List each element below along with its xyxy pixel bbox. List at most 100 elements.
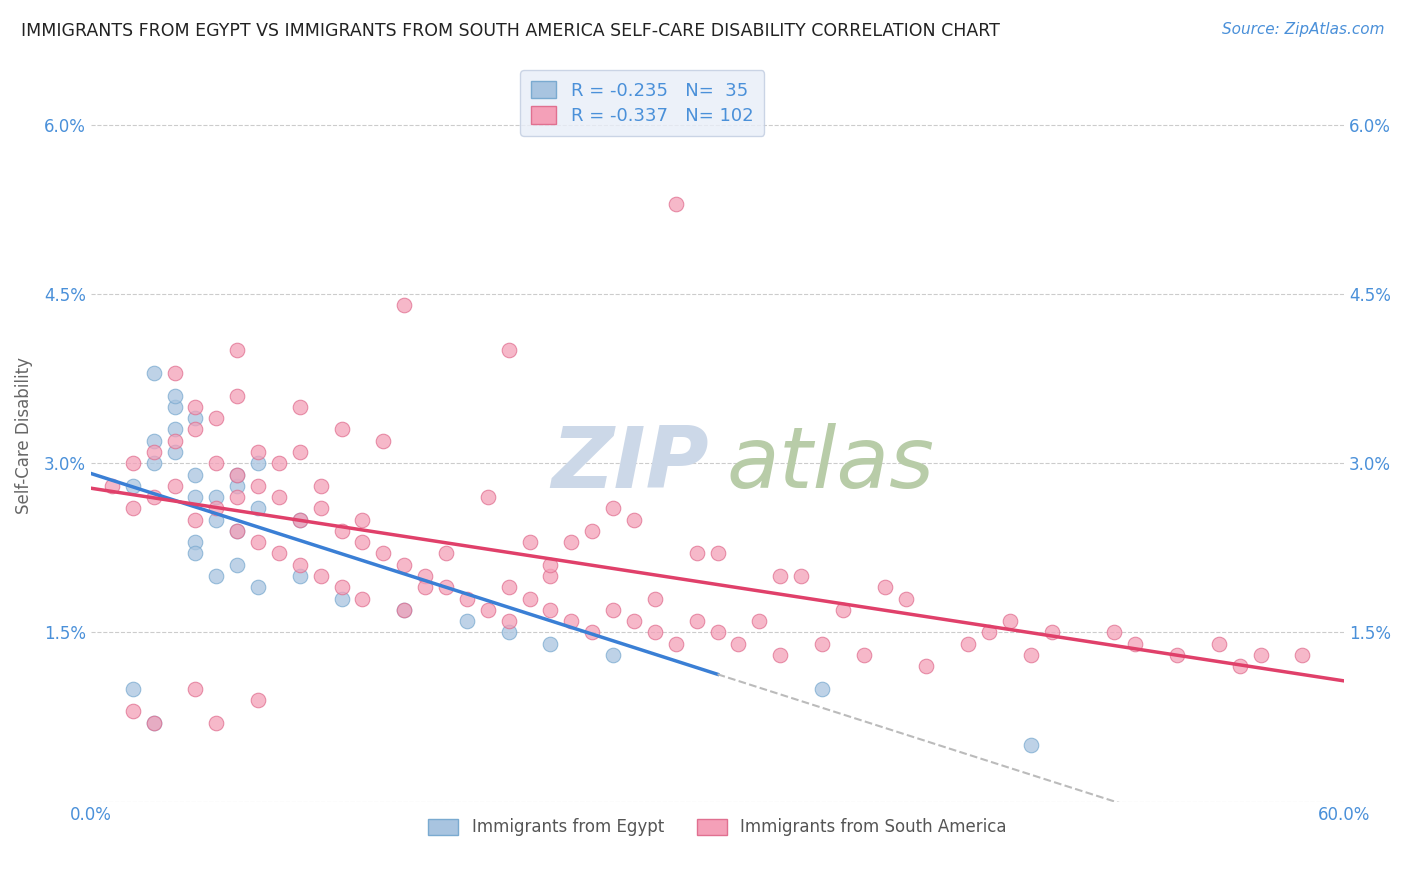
- Point: [226, 388, 249, 402]
- Point: [267, 546, 290, 560]
- Point: [205, 569, 228, 583]
- Point: [665, 197, 688, 211]
- Point: [121, 681, 143, 696]
- Point: [121, 704, 143, 718]
- Point: [477, 490, 499, 504]
- Legend: Immigrants from Egypt, Immigrants from South America: Immigrants from Egypt, Immigrants from S…: [420, 810, 1015, 845]
- Point: [163, 445, 186, 459]
- Text: atlas: atlas: [727, 423, 935, 506]
- Point: [1291, 648, 1313, 662]
- Point: [373, 546, 395, 560]
- Point: [163, 400, 186, 414]
- Point: [184, 490, 207, 504]
- Point: [602, 648, 624, 662]
- Point: [247, 535, 270, 549]
- Point: [394, 558, 416, 572]
- Point: [226, 467, 249, 482]
- Point: [560, 614, 582, 628]
- Point: [873, 580, 896, 594]
- Point: [247, 479, 270, 493]
- Point: [101, 479, 124, 493]
- Point: [352, 591, 374, 606]
- Point: [226, 467, 249, 482]
- Point: [226, 524, 249, 538]
- Point: [121, 456, 143, 470]
- Point: [831, 603, 853, 617]
- Point: [288, 400, 311, 414]
- Point: [1040, 625, 1063, 640]
- Y-axis label: Self-Care Disability: Self-Care Disability: [15, 357, 32, 514]
- Point: [184, 400, 207, 414]
- Point: [184, 513, 207, 527]
- Point: [330, 580, 353, 594]
- Point: [184, 411, 207, 425]
- Point: [205, 513, 228, 527]
- Point: [184, 546, 207, 560]
- Point: [456, 614, 478, 628]
- Point: [184, 535, 207, 549]
- Point: [288, 513, 311, 527]
- Point: [142, 445, 165, 459]
- Point: [602, 603, 624, 617]
- Point: [852, 648, 875, 662]
- Point: [665, 637, 688, 651]
- Point: [247, 580, 270, 594]
- Point: [226, 490, 249, 504]
- Point: [977, 625, 1000, 640]
- Point: [288, 513, 311, 527]
- Point: [352, 513, 374, 527]
- Point: [540, 603, 562, 617]
- Point: [456, 591, 478, 606]
- Point: [247, 693, 270, 707]
- Point: [247, 501, 270, 516]
- Point: [413, 580, 436, 594]
- Point: [163, 422, 186, 436]
- Point: [644, 591, 666, 606]
- Point: [790, 569, 813, 583]
- Point: [1104, 625, 1126, 640]
- Point: [226, 479, 249, 493]
- Point: [226, 558, 249, 572]
- Point: [121, 501, 143, 516]
- Point: [915, 659, 938, 673]
- Point: [205, 501, 228, 516]
- Point: [477, 603, 499, 617]
- Text: IMMIGRANTS FROM EGYPT VS IMMIGRANTS FROM SOUTH AMERICA SELF-CARE DISABILITY CORR: IMMIGRANTS FROM EGYPT VS IMMIGRANTS FROM…: [21, 22, 1000, 40]
- Point: [352, 535, 374, 549]
- Point: [142, 434, 165, 448]
- Point: [288, 569, 311, 583]
- Point: [769, 648, 792, 662]
- Point: [184, 681, 207, 696]
- Point: [769, 569, 792, 583]
- Point: [623, 513, 645, 527]
- Point: [1166, 648, 1188, 662]
- Point: [247, 445, 270, 459]
- Point: [623, 614, 645, 628]
- Point: [226, 343, 249, 358]
- Point: [540, 558, 562, 572]
- Point: [142, 366, 165, 380]
- Point: [519, 535, 541, 549]
- Point: [894, 591, 917, 606]
- Point: [163, 434, 186, 448]
- Point: [142, 715, 165, 730]
- Point: [267, 456, 290, 470]
- Point: [226, 524, 249, 538]
- Point: [706, 546, 728, 560]
- Point: [1019, 738, 1042, 752]
- Point: [434, 546, 457, 560]
- Point: [121, 479, 143, 493]
- Point: [163, 479, 186, 493]
- Point: [205, 456, 228, 470]
- Point: [394, 298, 416, 312]
- Point: [373, 434, 395, 448]
- Point: [811, 681, 834, 696]
- Point: [330, 591, 353, 606]
- Point: [685, 546, 707, 560]
- Point: [1123, 637, 1146, 651]
- Point: [205, 411, 228, 425]
- Point: [644, 625, 666, 640]
- Point: [163, 366, 186, 380]
- Point: [706, 625, 728, 640]
- Point: [247, 456, 270, 470]
